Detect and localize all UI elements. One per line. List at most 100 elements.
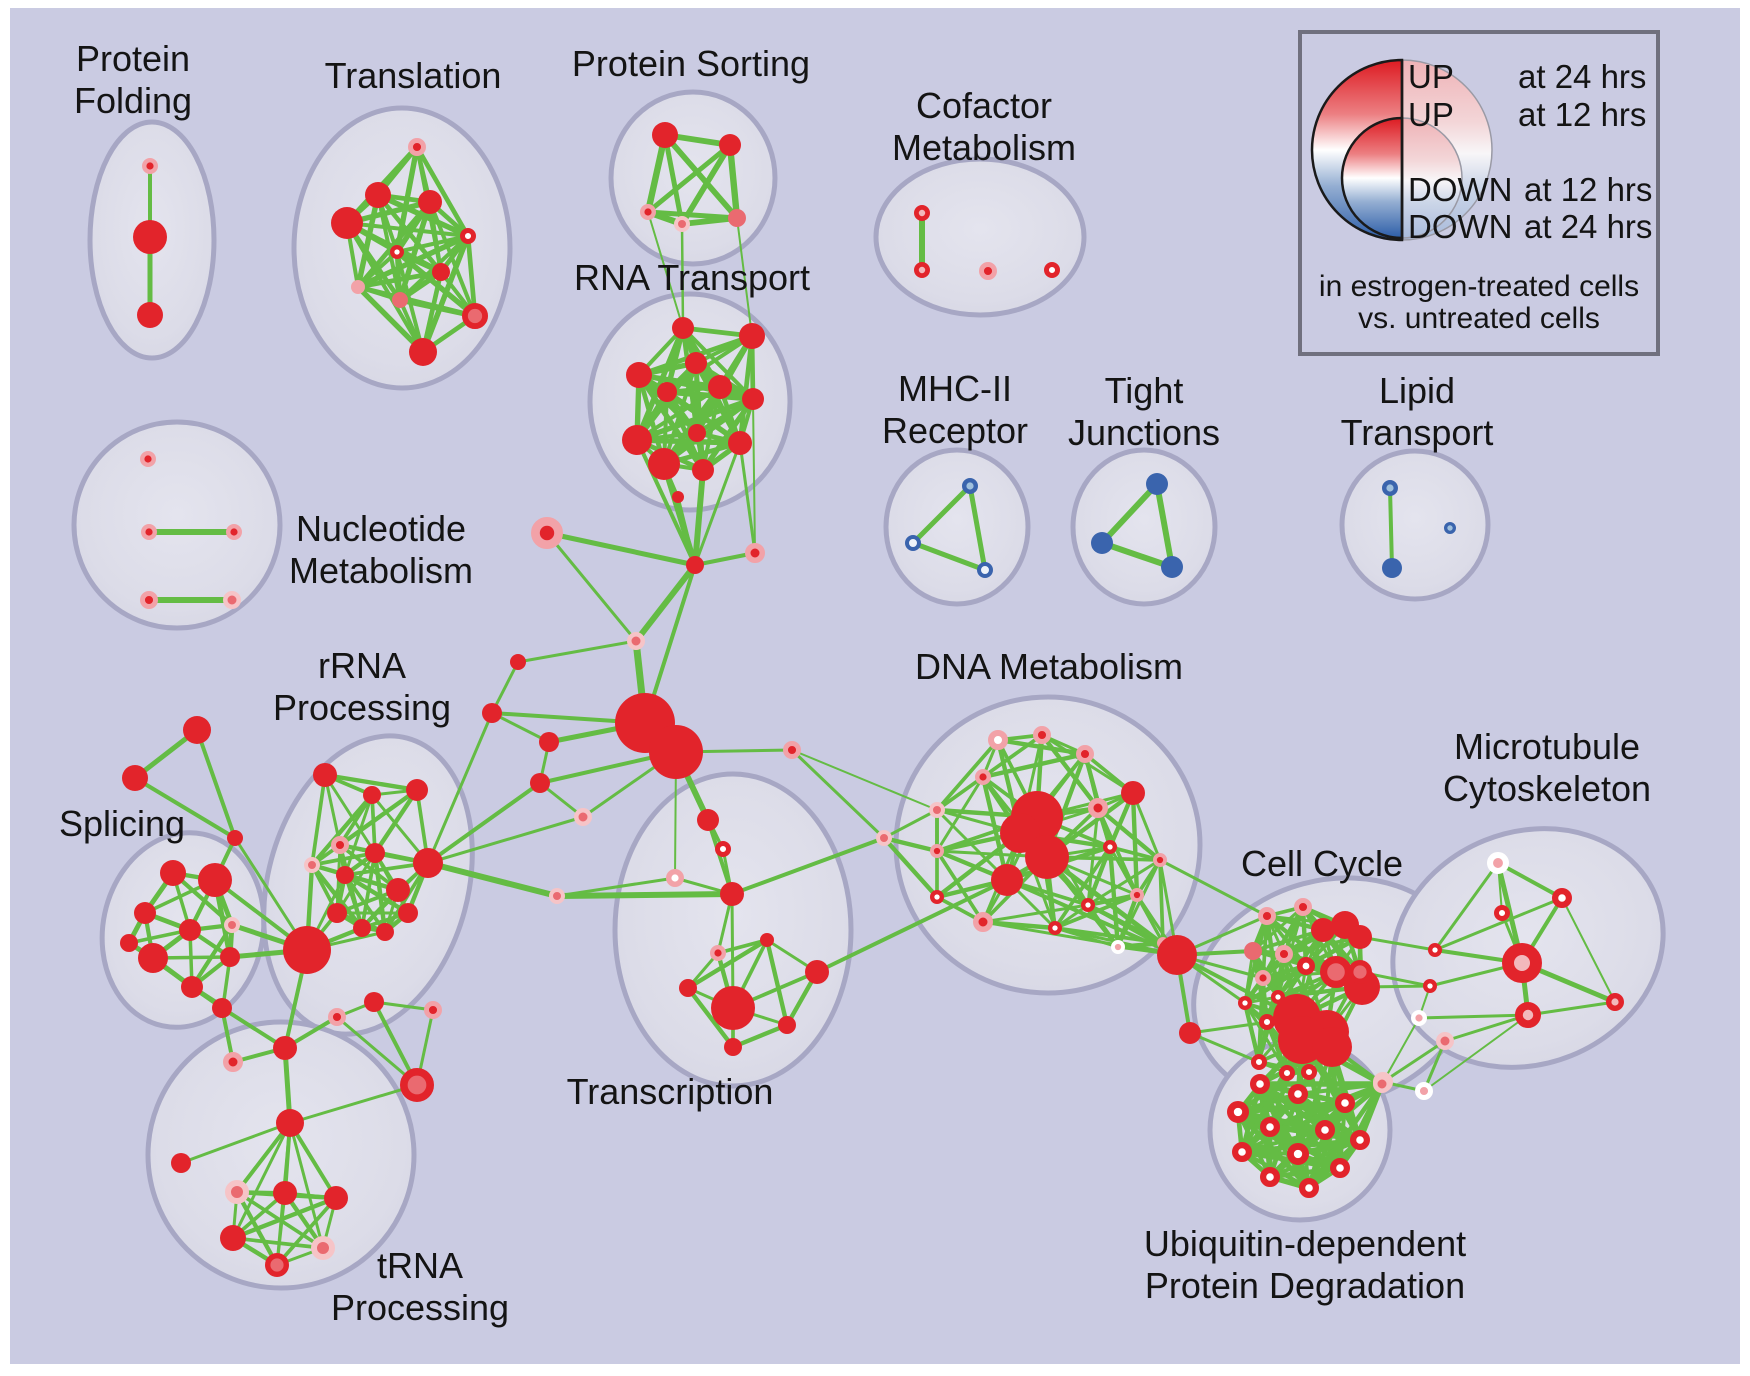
edge-ps1-ps4 bbox=[662, 132, 685, 227]
gene-node-rr6 bbox=[336, 866, 354, 884]
cluster-label-protein-folding-line2: Folding bbox=[74, 80, 192, 121]
edge-d13-d20 bbox=[1053, 845, 1112, 930]
gene-node-x11 bbox=[778, 1016, 796, 1034]
gene-node-nm5 bbox=[223, 591, 241, 609]
gene-node-lt1 bbox=[1381, 480, 1398, 497]
gene-node-c2 bbox=[1293, 897, 1312, 916]
gene-node-ch4 bbox=[531, 517, 564, 550]
edge-rt9-rt10 bbox=[634, 437, 743, 446]
cluster-label-rrna-processing-line2: Processing bbox=[273, 687, 451, 728]
edge-d12-d19 bbox=[1130, 790, 1140, 898]
edge-ch4-ch1 bbox=[544, 530, 698, 568]
gene-node-nm3 bbox=[225, 524, 242, 541]
gene-node-pf1 bbox=[141, 157, 158, 174]
gene-node-tr5 bbox=[460, 227, 477, 244]
edge-tr5-tr10 bbox=[465, 233, 478, 319]
edge-ps1-ps3 bbox=[644, 131, 669, 216]
gene-node-rr10 bbox=[327, 903, 347, 923]
gene-node-rr7 bbox=[365, 843, 385, 863]
gene-node-tr10 bbox=[461, 302, 488, 329]
edge-x5-d6 bbox=[730, 836, 886, 896]
gene-node-cm3 bbox=[978, 262, 997, 281]
gene-node-sp2 bbox=[198, 863, 232, 897]
edge-m2-m8 bbox=[1561, 897, 1616, 1003]
cluster-label-lipid-transport-line2: Transport bbox=[1341, 412, 1494, 453]
gene-node-u2 bbox=[1287, 1083, 1308, 1104]
edge-u12-up1 bbox=[1306, 1081, 1385, 1191]
edge-m4-m2 bbox=[1433, 896, 1564, 952]
gene-node-tg3 bbox=[227, 830, 243, 846]
cluster-label-protein-folding-line1: Protein bbox=[76, 38, 190, 79]
edge-rr7-rr10 bbox=[335, 851, 377, 915]
edge-d14-d22 bbox=[1158, 858, 1165, 945]
gene-node-rt2 bbox=[739, 323, 765, 349]
edge-th-he3 bbox=[288, 1121, 338, 1200]
edge-tr6-tr8 bbox=[356, 250, 399, 289]
edge-x8-x12 bbox=[685, 985, 736, 1050]
edge-rr9-b4 bbox=[426, 781, 542, 865]
edge-rt1-rt7 bbox=[681, 326, 755, 401]
legend-row4-level: DOWN bbox=[1408, 208, 1512, 245]
gene-node-u6 bbox=[1314, 1119, 1335, 1140]
edge-d4-d15 bbox=[980, 774, 1010, 883]
edge-ch4-ch3 bbox=[545, 531, 638, 643]
gene-node-rt7 bbox=[742, 388, 764, 410]
gene-node-tr8 bbox=[351, 280, 365, 294]
gene-node-d3 bbox=[1075, 744, 1094, 763]
edge-d13-d14 bbox=[1108, 845, 1162, 862]
edge-mh1-mh2 bbox=[910, 483, 973, 546]
edge-m10-m7 bbox=[1443, 1013, 1530, 1043]
edge-tj1-tj3 bbox=[1154, 481, 1175, 570]
edge-th-ti bbox=[179, 1121, 292, 1165]
gene-node-d1 bbox=[988, 730, 1008, 750]
edge-tr7-tr8 bbox=[355, 269, 444, 290]
edge-d4-d7 bbox=[935, 775, 985, 853]
gene-node-q6 bbox=[424, 1000, 443, 1019]
cluster-ellipse-nucleotide-metabolism bbox=[71, 419, 283, 631]
gene-node-b3 bbox=[539, 732, 559, 752]
gene-node-c12 bbox=[1271, 989, 1286, 1004]
edge-d6-d7 bbox=[881, 835, 940, 854]
edge-x6-x11 bbox=[764, 937, 790, 1028]
gene-node-x9 bbox=[805, 960, 829, 984]
gene-node-rt9 bbox=[622, 425, 652, 455]
gene-node-u10 bbox=[1259, 1166, 1280, 1187]
edge-c2-c3 bbox=[1251, 905, 1305, 953]
gene-node-tr3 bbox=[331, 207, 363, 239]
edge-c3-c6 bbox=[1251, 928, 1325, 953]
gene-node-lt2 bbox=[1382, 558, 1402, 578]
cluster-label-tight-junctions-line2: Junctions bbox=[1068, 412, 1220, 453]
edge-mh2-mh3 bbox=[910, 540, 988, 573]
gene-node-d11 bbox=[1088, 798, 1108, 818]
cluster-ellipse-cofactor-metabolism bbox=[873, 156, 1087, 318]
edge-ps4-rt1 bbox=[680, 222, 685, 330]
edge-d6-d16 bbox=[881, 835, 940, 900]
cluster-label-trna-processing-line1: tRNA bbox=[377, 1245, 463, 1286]
gene-node-d13 bbox=[1103, 839, 1118, 854]
gene-node-tr2 bbox=[365, 182, 391, 208]
edge-d14-c1 bbox=[1158, 858, 1269, 918]
gene-node-rr1 bbox=[313, 763, 337, 787]
edge-q7-th bbox=[288, 1083, 419, 1125]
gene-node-tj3 bbox=[1161, 556, 1183, 578]
gene-node-he4 bbox=[220, 1225, 246, 1251]
cluster-label-cell-cycle: Cell Cycle bbox=[1241, 843, 1403, 884]
gene-node-pf2 bbox=[133, 220, 167, 254]
gene-node-c9 bbox=[1319, 955, 1352, 988]
edge-rr7-rr11 bbox=[360, 851, 377, 930]
gene-node-c5 bbox=[1297, 956, 1316, 975]
edge-hd-d10 bbox=[1044, 854, 1180, 958]
edge-rt9-ch1 bbox=[635, 438, 697, 567]
gene-node-x10 bbox=[711, 986, 755, 1030]
gene-node-rt1 bbox=[672, 317, 694, 339]
gene-node-rt6 bbox=[657, 382, 677, 402]
edge-rr5-rr7 bbox=[310, 851, 377, 867]
edge-tg2-tg3 bbox=[133, 776, 237, 840]
gene-node-h2 bbox=[649, 725, 703, 779]
gene-node-pf3 bbox=[137, 302, 163, 328]
gene-node-sp3 bbox=[134, 902, 156, 924]
gene-node-d18 bbox=[1081, 897, 1096, 912]
edge-rt7-rt12 bbox=[700, 396, 756, 473]
edge-lt1-lt2 bbox=[1388, 486, 1394, 570]
gene-node-ch5 bbox=[672, 491, 684, 503]
